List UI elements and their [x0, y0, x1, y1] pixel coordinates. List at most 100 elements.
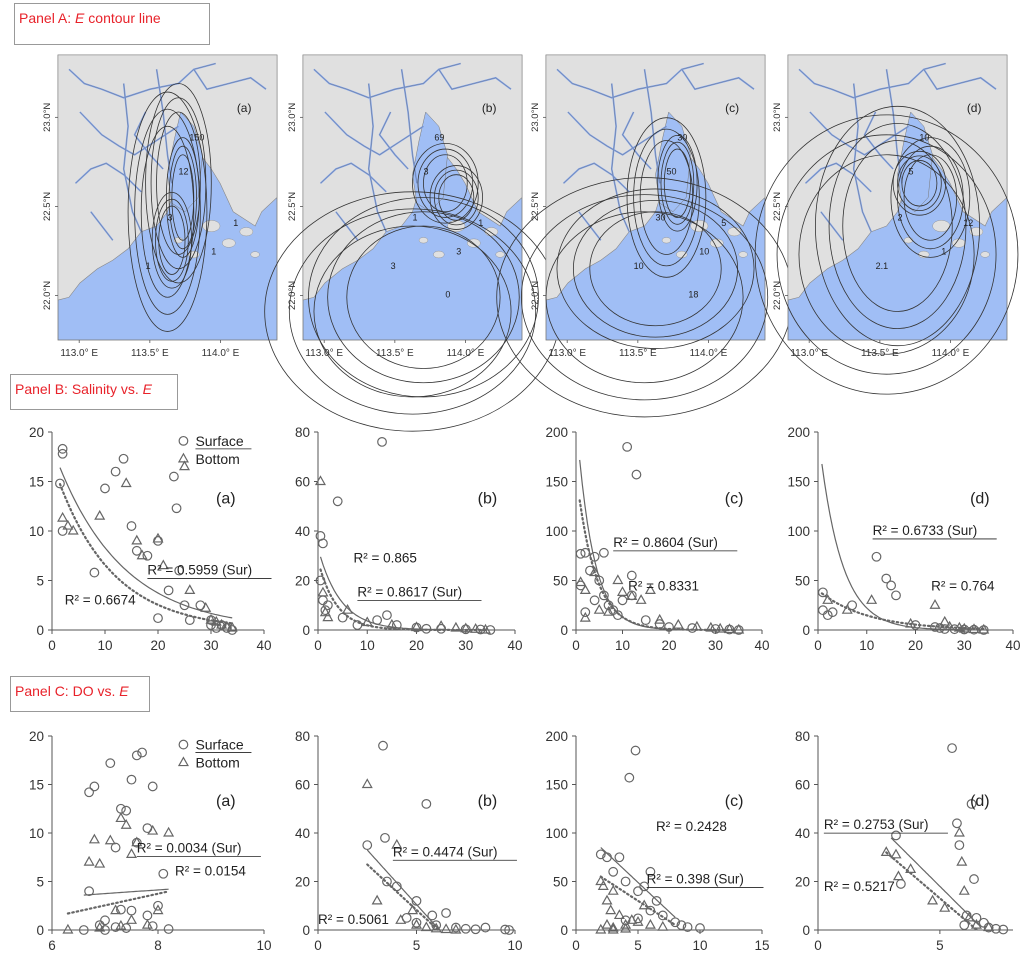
surface-point: [382, 876, 392, 887]
surface-fit-line: [83, 888, 169, 896]
contour-label: 5: [908, 167, 913, 177]
y-tick-label: 0: [36, 623, 44, 638]
surface-point: [589, 551, 600, 562]
surface-point: [171, 503, 182, 514]
bottom-point: [342, 603, 354, 614]
bottom-point: [440, 923, 452, 934]
surface-r2-label: R² = 0.4474 (Sur): [393, 844, 498, 859]
bottom-point: [705, 621, 717, 632]
bottom-point: [110, 904, 122, 915]
surface-point: [886, 580, 897, 591]
surface-point: [382, 610, 392, 621]
contour-label: 10: [634, 261, 644, 271]
surface-r2-label: R² = 0.2753 (Sur): [824, 817, 929, 832]
bottom-point: [361, 778, 373, 789]
map-river-outline: [79, 111, 179, 156]
surface-point: [100, 483, 110, 494]
surface-point: [137, 747, 148, 758]
x-tick-label: 10: [507, 938, 522, 953]
bottom-point: [657, 920, 669, 931]
y-tick-label: 20: [795, 875, 810, 890]
bottom-point: [635, 594, 647, 604]
surface-fit-line: [821, 463, 984, 631]
map-island: [661, 237, 672, 244]
bottom-point: [613, 909, 625, 920]
y-tick-label: 10: [29, 524, 44, 539]
bottom-point: [221, 620, 233, 631]
surface-point: [352, 620, 363, 630]
surface-point: [105, 758, 116, 769]
contour-line: [626, 117, 707, 278]
x-tick-label: 10: [692, 938, 707, 953]
y-tick-label: 40: [295, 524, 310, 539]
y-tick-label: 0: [302, 623, 310, 638]
surface-point: [163, 924, 174, 934]
panel-a-suffix: contour line: [84, 10, 161, 26]
surface-point: [320, 605, 331, 616]
y-tick-label: 40: [295, 826, 310, 841]
contour-label: 30: [656, 212, 666, 222]
panel-c-label: Panel C: DO vs. E: [10, 676, 150, 712]
surface-point: [947, 743, 957, 754]
x-tick-label: 10: [97, 638, 112, 653]
contour-label: 2: [898, 212, 903, 222]
contour-line: [166, 137, 200, 258]
x-tick-label: 20: [409, 638, 424, 653]
map-island: [495, 251, 505, 258]
bottom-point: [890, 848, 902, 859]
y-tick-label: 20: [295, 875, 310, 890]
map-island: [676, 250, 688, 259]
y-tick-label: 20: [295, 574, 310, 589]
surface-point: [910, 620, 921, 630]
bottom-fit-line: [366, 863, 442, 932]
bottom-point: [927, 894, 939, 905]
contour-line: [423, 154, 468, 213]
y-tick-label: 20: [29, 425, 44, 440]
bottom-point: [620, 918, 632, 929]
y-tick-label: 200: [545, 425, 568, 440]
map-river-outline: [853, 83, 872, 232]
surface-point: [318, 595, 328, 606]
bottom-point: [83, 855, 95, 866]
surface-point: [891, 830, 901, 841]
map-letter: (b): [482, 101, 497, 115]
surface-r2-label: R² = 0.8604 (Sur): [613, 535, 718, 550]
map-river-outline: [820, 211, 843, 241]
scatter-chart: 0 50 100 150 200 0 10 20 30 40 (c) R² = 0.8604 (Sur…: [545, 425, 769, 653]
x-tick-label: 20: [908, 638, 923, 653]
surface-point: [480, 922, 491, 933]
y-tick-label: 100: [545, 826, 568, 841]
y-tick-label: 10: [29, 826, 44, 841]
x-tick-label: 10: [859, 638, 874, 653]
lat-label: 23.0°N: [42, 103, 53, 132]
y-tick-label: 80: [795, 729, 810, 744]
surface-point: [657, 910, 668, 921]
contour-label: 10: [699, 247, 709, 257]
surface-point: [184, 615, 195, 625]
surface-point: [631, 469, 642, 480]
surface-point: [147, 921, 158, 932]
bottom-point: [470, 623, 482, 633]
contour-label: 1: [941, 247, 946, 257]
surface-point: [676, 920, 687, 931]
map-panel: 69 3 1 3 3 1 0 (b) 23.0°N 22.5°N 22.0°N 113.0° E 113…: [264, 54, 561, 432]
y-tick-label: 80: [295, 729, 310, 744]
surface-point: [624, 772, 635, 783]
map-river-outline: [923, 69, 997, 90]
surface-point: [55, 478, 65, 489]
contour-label: 1: [233, 218, 238, 228]
y-tick-label: 150: [545, 475, 568, 490]
surface-point: [620, 876, 631, 887]
surface-r2-label: R² = 0.6733 (Sur): [873, 523, 978, 538]
bottom-point: [104, 834, 116, 845]
x-tick-label: 0: [814, 938, 822, 953]
surface-point: [670, 917, 681, 928]
contour-label: 12: [963, 218, 973, 228]
surface-point: [602, 852, 612, 863]
lon-label: 114.0° E: [690, 348, 728, 359]
legend-triangle-icon: [177, 756, 189, 767]
surface-point: [57, 526, 68, 536]
surface-point: [822, 610, 833, 621]
